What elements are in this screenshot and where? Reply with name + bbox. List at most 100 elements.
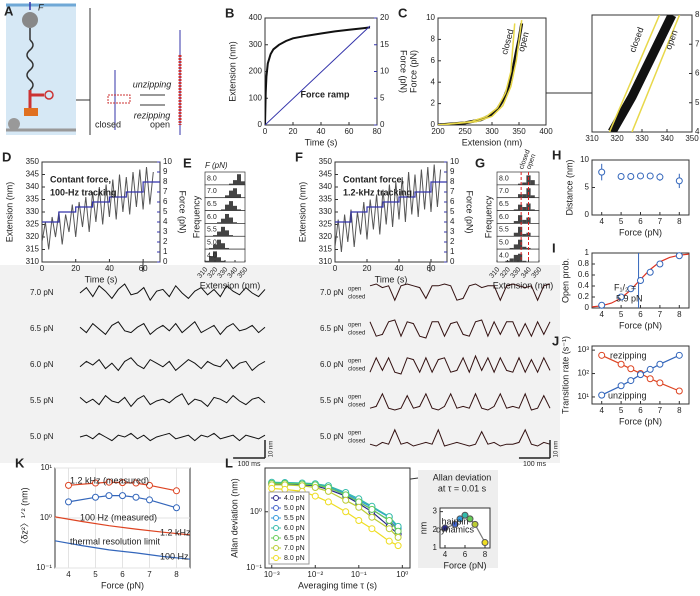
- x-axis-label: Extension (nm): [462, 137, 523, 147]
- x-axis-label: Force (pN): [619, 416, 662, 426]
- y2-tick-label: 3: [163, 227, 168, 236]
- y2-tick-label: 5: [163, 207, 168, 216]
- panel-label: J: [552, 333, 559, 348]
- y-tick-label: 320: [319, 232, 333, 241]
- y-tick-label: 10²: [577, 369, 589, 378]
- y-tick-label: 0.2: [578, 292, 590, 301]
- trace-label: 7.0 pN: [320, 288, 344, 297]
- series-line: [271, 484, 399, 538]
- hist-bar: [518, 226, 523, 237]
- x-tick-label: 8: [677, 217, 682, 226]
- y-tick-label: 100: [249, 93, 263, 102]
- y2-tick-label: 2: [163, 237, 168, 246]
- y-tick-label: 0: [258, 120, 263, 129]
- marker: [441, 524, 449, 532]
- diagram-a: A F unzipping rezipping closed open: [4, 2, 182, 135]
- marker: [311, 492, 319, 500]
- row-label: 5.0: [499, 240, 509, 247]
- x-tick-label: 20: [289, 127, 298, 136]
- y-tick-label: 0: [585, 210, 590, 219]
- marker: [324, 487, 332, 495]
- hist-bar: [518, 204, 523, 211]
- marker: [646, 375, 654, 383]
- hist-bar: [522, 219, 527, 224]
- x-axis-label: Time (s): [375, 274, 408, 284]
- legend-label: 5.0 pN: [284, 505, 305, 512]
- panel-label: B: [225, 5, 234, 20]
- y-axis-label: Open prob.: [560, 258, 570, 303]
- hist-bar: [205, 260, 209, 262]
- plot-area: [591, 159, 690, 216]
- panel-label: H: [552, 147, 561, 162]
- series-label: 1.2 kHz (measured): [70, 475, 149, 485]
- hist-bar: [225, 195, 229, 198]
- row-label: 7.0: [207, 188, 217, 195]
- y-tick-label: 2: [431, 99, 436, 108]
- marker: [146, 496, 153, 504]
- state-label: open: [348, 431, 361, 437]
- hist-bar: [526, 217, 531, 224]
- marker: [598, 351, 606, 359]
- legend-label: 4.0 pN: [284, 495, 305, 502]
- hist-bar: [233, 180, 237, 185]
- hist-bar: [518, 183, 523, 185]
- x-tick-label: 6: [463, 550, 468, 559]
- hist-bar: [233, 205, 237, 211]
- y-axis-label: Extension (nm): [4, 182, 14, 243]
- y2-tick-label: 6: [163, 197, 168, 206]
- legend-marker: [273, 505, 279, 511]
- hist-bar: [209, 256, 213, 262]
- unzip-label: unzipping: [133, 79, 172, 89]
- marker: [298, 482, 306, 490]
- marker: [617, 382, 625, 390]
- hist-bar: [237, 174, 241, 185]
- y-tick-label: 10: [426, 13, 435, 22]
- series-line: [335, 164, 442, 253]
- y-tick-label: 5: [695, 98, 700, 107]
- y-tick-label: 310: [26, 257, 40, 266]
- row-label: 6.0: [207, 214, 217, 221]
- marker: [92, 493, 99, 501]
- legend-marker: [273, 545, 279, 551]
- hist-bar: [513, 232, 518, 237]
- y2-tick-label: 10: [380, 67, 389, 76]
- series-label: rezipping: [610, 350, 647, 360]
- marker: [466, 515, 474, 523]
- y-axis-label: Extension (nm): [227, 41, 237, 102]
- hist-bar: [513, 209, 518, 211]
- x-tick-label: 40: [105, 264, 114, 273]
- marker: [65, 481, 72, 489]
- y2-tick-label: 5: [380, 93, 385, 102]
- marker: [656, 260, 664, 268]
- trace-label: 6.0 pN: [320, 360, 344, 369]
- y-tick-label: 325: [319, 220, 333, 229]
- panel-label: E: [183, 155, 192, 170]
- x-tick-label: 60: [345, 127, 354, 136]
- hist-bar: [526, 175, 531, 185]
- trace: [369, 392, 551, 411]
- marker: [385, 525, 393, 533]
- legend-marker: [273, 525, 279, 531]
- series-line: [271, 481, 399, 527]
- marker: [132, 493, 140, 501]
- x-tick-label: 400: [539, 127, 553, 136]
- series-line: [438, 20, 523, 125]
- marker: [342, 496, 350, 504]
- marker: [627, 377, 635, 385]
- marker: [132, 479, 140, 487]
- marker: [342, 508, 350, 516]
- marker: [627, 365, 635, 373]
- hist-bar: [522, 207, 527, 211]
- y-axis-label: Extension (nm): [297, 182, 307, 243]
- row-label: 4.0: [207, 252, 217, 259]
- x-tick-label: 4: [443, 550, 448, 559]
- y-tick-label: 335: [319, 195, 333, 204]
- header: F (pN): [205, 161, 228, 170]
- x-tick-label: 10⁻³: [264, 570, 280, 579]
- panel-label: K: [15, 455, 25, 470]
- x-axis-label: Averaging time τ (s): [298, 580, 377, 590]
- y-axis-label: nm: [418, 522, 428, 535]
- marker: [394, 533, 402, 541]
- inset-title: Allan deviation: [433, 472, 492, 482]
- state-label: open: [348, 323, 361, 329]
